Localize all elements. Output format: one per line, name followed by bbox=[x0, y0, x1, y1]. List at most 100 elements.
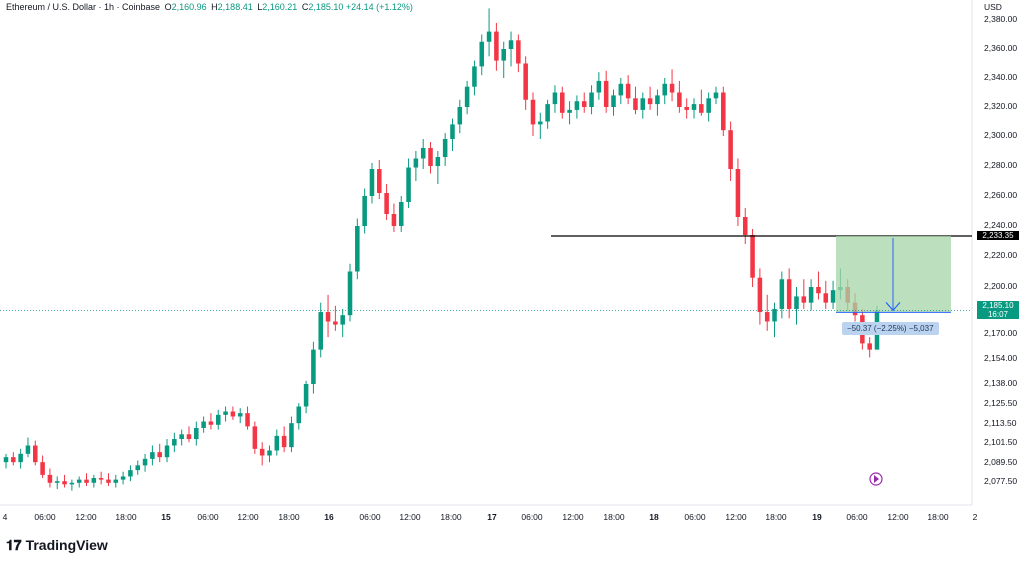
candle-body bbox=[479, 41, 485, 67]
candle-body bbox=[128, 470, 133, 477]
candle-body bbox=[435, 157, 441, 166]
candle-body bbox=[311, 349, 316, 384]
price-tick-label: 2,089.50 bbox=[984, 457, 1018, 467]
candle-body bbox=[603, 80, 609, 107]
candle-body bbox=[552, 92, 558, 105]
time-tick-label: 12:00 bbox=[725, 512, 747, 522]
candle-body bbox=[230, 411, 236, 417]
brand-name: TradingView bbox=[25, 537, 108, 553]
time-tick-label: 12:00 bbox=[887, 512, 909, 522]
candle-body bbox=[442, 139, 448, 157]
candle-body bbox=[274, 435, 280, 451]
price-tick-label: 2,380.00 bbox=[984, 14, 1018, 24]
candle-body bbox=[867, 343, 872, 350]
time-tick-label: 12:00 bbox=[75, 512, 97, 522]
candle-body bbox=[816, 287, 821, 294]
time-tick-label: 12:00 bbox=[562, 512, 584, 522]
candle-body bbox=[428, 148, 433, 166]
candle-body bbox=[611, 95, 616, 107]
candle-body bbox=[581, 101, 587, 107]
candle-body bbox=[823, 293, 829, 303]
candle-body bbox=[721, 92, 726, 131]
candle-body bbox=[120, 476, 126, 480]
candle-body bbox=[113, 479, 119, 483]
candle-body bbox=[54, 481, 60, 483]
tradingview-logo[interactable]: 𝟏𝟕 TradingView bbox=[6, 537, 108, 554]
high-label: H bbox=[211, 2, 218, 12]
candle-body bbox=[150, 452, 155, 459]
candle-body bbox=[772, 308, 777, 322]
candle-body bbox=[413, 158, 419, 168]
candle-body bbox=[530, 99, 536, 125]
candle-body bbox=[76, 479, 82, 483]
candle-body bbox=[201, 421, 206, 428]
time-tick-label: 18 bbox=[649, 512, 659, 522]
low-value: 2,160.21 bbox=[262, 2, 298, 12]
candle-body bbox=[318, 312, 324, 350]
candle-body bbox=[98, 478, 104, 480]
candle-body bbox=[742, 217, 748, 235]
current-price-value: 2,185.10 bbox=[982, 301, 1014, 311]
candle-body bbox=[340, 315, 345, 325]
price-tick-label: 2,280.00 bbox=[984, 160, 1018, 170]
candle-body bbox=[457, 107, 463, 125]
price-tick-label: 2,340.00 bbox=[984, 72, 1018, 82]
time-tick-label: 19 bbox=[812, 512, 822, 522]
candle-body bbox=[559, 92, 565, 113]
candle-body bbox=[618, 83, 624, 96]
candle-body bbox=[677, 92, 682, 107]
candle-body bbox=[589, 92, 594, 107]
time-tick-label: 06:00 bbox=[359, 512, 381, 522]
measure-tooltip: −50.37 (−2.25%) −5,037 bbox=[842, 322, 939, 335]
candle-body bbox=[362, 196, 367, 226]
candle-body bbox=[508, 40, 514, 49]
candle-body bbox=[662, 83, 668, 96]
candle-body bbox=[296, 406, 302, 424]
candle-body bbox=[779, 279, 785, 309]
time-tick-label: 18:00 bbox=[278, 512, 300, 522]
candle-body bbox=[464, 86, 470, 107]
price-tick-label: 2,170.00 bbox=[984, 328, 1018, 338]
time-tick-label: 18:00 bbox=[765, 512, 787, 522]
time-tick-label: 06:00 bbox=[197, 512, 219, 522]
candle-body bbox=[640, 98, 646, 110]
candle-body bbox=[398, 202, 404, 226]
candle-body bbox=[33, 445, 38, 463]
price-tick-label: 2,300.00 bbox=[984, 130, 1018, 140]
time-tick-label: 2 bbox=[973, 512, 978, 522]
candle-body bbox=[40, 462, 45, 475]
candle-body bbox=[252, 426, 258, 449]
candle-body bbox=[142, 458, 148, 466]
price-tick-label: 2,320.00 bbox=[984, 101, 1018, 111]
price-tick-label: 2,077.50 bbox=[984, 476, 1018, 486]
symbol-title: Ethereum / U.S. Dollar · 1h · Coinbase bbox=[6, 2, 161, 12]
candle-body bbox=[157, 452, 162, 458]
candle-body bbox=[647, 98, 653, 105]
candle-body bbox=[538, 121, 543, 125]
time-tick-label: 18:00 bbox=[440, 512, 462, 522]
price-tick-label: 2,360.00 bbox=[984, 43, 1018, 53]
candle-body bbox=[391, 214, 397, 226]
candle-body bbox=[172, 439, 177, 446]
candle-body bbox=[369, 169, 375, 196]
replay-icon bbox=[869, 472, 883, 486]
candle-body bbox=[215, 414, 221, 425]
candle-body bbox=[11, 457, 16, 463]
current-price-label: 2,185.10 16:07 bbox=[977, 301, 1019, 320]
candle-body bbox=[267, 450, 272, 456]
candle-body bbox=[333, 321, 338, 325]
candle-body bbox=[84, 479, 89, 483]
time-tick-label: 18:00 bbox=[115, 512, 137, 522]
candle-body bbox=[259, 448, 265, 456]
tradingview-mark-icon: 𝟏𝟕 bbox=[6, 537, 22, 553]
time-tick-label: 17 bbox=[487, 512, 497, 522]
candle-body bbox=[574, 101, 580, 110]
low-label: L bbox=[257, 2, 263, 12]
candle-body bbox=[691, 104, 697, 110]
open-value: 2,160.96 bbox=[171, 2, 207, 12]
candle-body bbox=[450, 124, 455, 139]
candle-body bbox=[186, 434, 192, 440]
candle-body bbox=[106, 479, 111, 483]
candle-body bbox=[25, 445, 31, 454]
